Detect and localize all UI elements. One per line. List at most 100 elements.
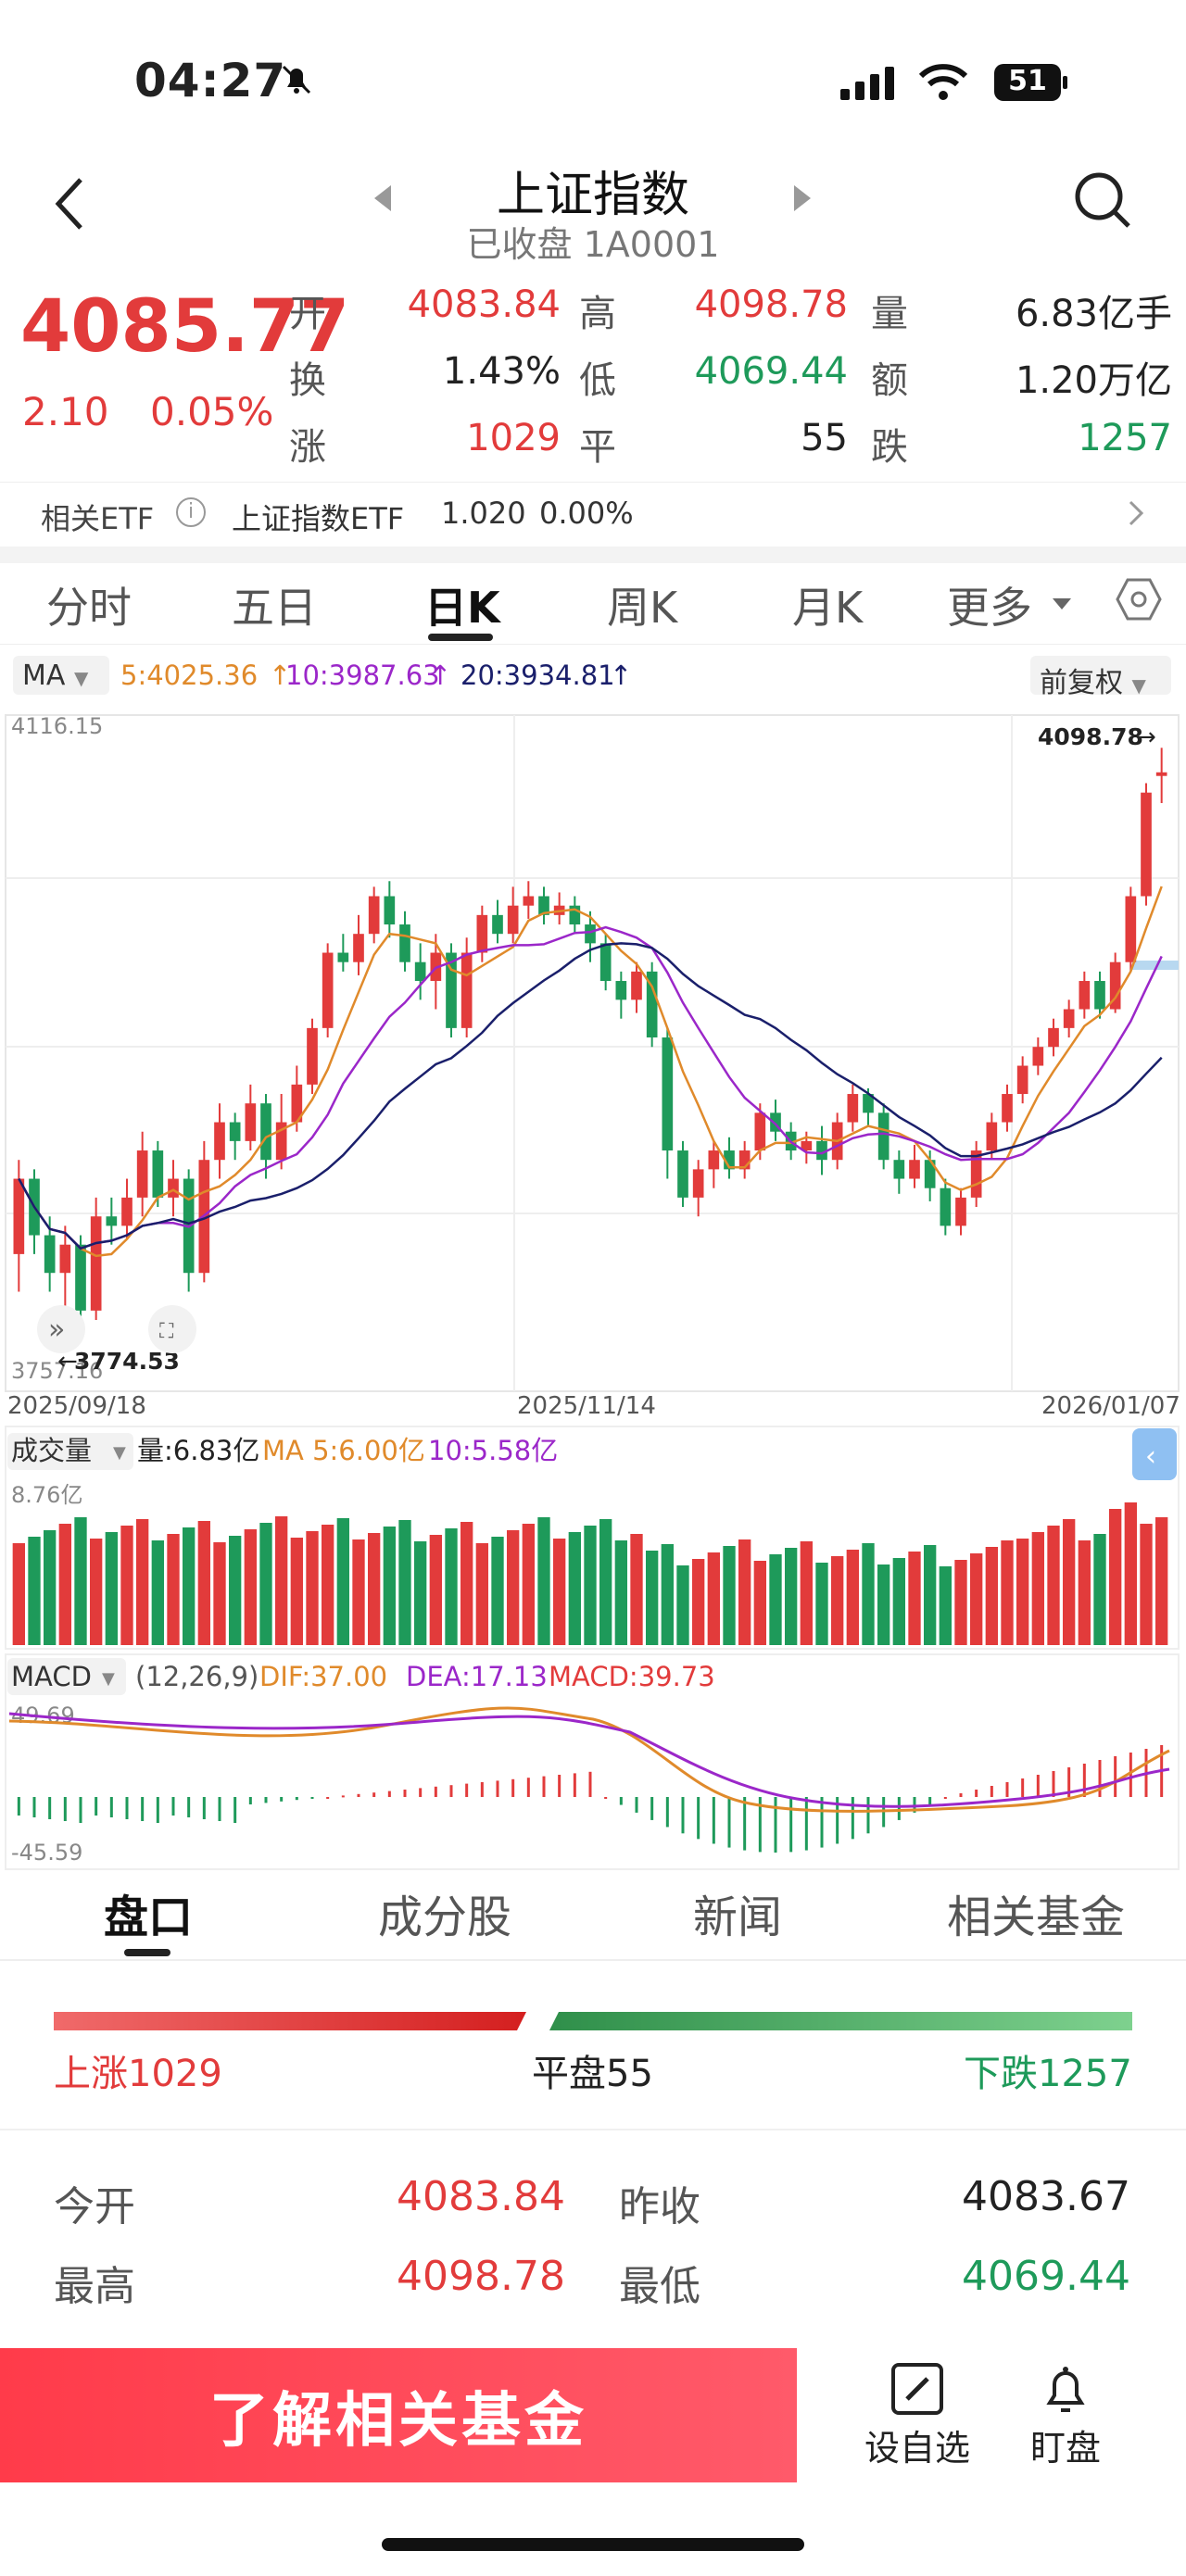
macd-bar	[943, 1797, 947, 1799]
tab-intraday[interactable]: 分时	[46, 583, 132, 633]
ma5-value: 5:4025.36	[120, 660, 259, 691]
tab-daily-k[interactable]: 日K	[424, 583, 500, 633]
macd-bar	[928, 1797, 932, 1805]
volume-value: 6.83亿手	[1015, 293, 1172, 335]
volume-bar	[322, 1525, 334, 1645]
macd-bar	[341, 1795, 345, 1798]
back-icon[interactable]	[51, 176, 88, 235]
volume-bar	[244, 1529, 257, 1645]
volume-bar	[383, 1527, 396, 1645]
candle-body	[13, 1178, 25, 1254]
ma5-line	[18, 886, 1163, 1258]
macd-bars-group	[17, 1745, 1164, 1853]
volume-label: 成交量	[11, 1435, 92, 1466]
learn-funds-button[interactable]: 了解相关基金	[0, 2348, 797, 2482]
tab-divider	[0, 644, 1186, 645]
candle-body	[801, 1140, 813, 1151]
macd-bar	[63, 1797, 67, 1821]
candle-body	[44, 1235, 56, 1274]
date-mid: 2025/11/14	[517, 1392, 656, 1420]
volume-bar	[707, 1552, 720, 1645]
candle-body	[106, 1216, 118, 1226]
next-index-icon[interactable]	[792, 183, 814, 217]
status-time: 04:27	[134, 54, 287, 107]
volume-bar	[275, 1516, 288, 1645]
etf-pct: 0.00%	[539, 496, 634, 531]
candle-body	[646, 971, 658, 1038]
prev-index-icon[interactable]	[371, 183, 393, 217]
open-label: 开	[289, 293, 326, 335]
candle-body	[940, 1187, 952, 1226]
volume-bar	[769, 1554, 782, 1645]
watchlist-button[interactable]: 设自选	[852, 2362, 982, 2473]
open-value: 4083.84	[407, 283, 561, 326]
candle-body	[631, 971, 642, 1000]
macd-bar	[712, 1797, 715, 1844]
volume-bar	[1093, 1534, 1106, 1645]
high-marker-label: 4098.78	[1038, 723, 1143, 750]
home-indicator	[382, 2538, 804, 2551]
tab-news[interactable]: 新闻	[693, 1891, 783, 1943]
macd-bar	[141, 1797, 145, 1821]
macd-bar	[1052, 1771, 1055, 1797]
dea-line	[8, 1712, 1170, 1808]
watchlist-label: 设自选	[864, 2428, 970, 2469]
svg-text:▼: ▼	[102, 1669, 115, 1689]
volume-bar	[1109, 1509, 1122, 1645]
expand-left-icon	[37, 1305, 85, 1353]
collapse-panel-button	[1132, 1428, 1177, 1480]
volume-bar	[1031, 1532, 1044, 1645]
tab-constituents[interactable]: 成分股	[378, 1891, 512, 1943]
y-top-label: 4116.15	[11, 713, 103, 739]
double-chevron-icon: »	[48, 1313, 65, 1346]
edit-icon	[891, 2363, 943, 2415]
mute-icon	[278, 61, 315, 98]
tab-five-day[interactable]: 五日	[232, 583, 317, 633]
volume-bar	[445, 1528, 458, 1645]
macd-bar	[496, 1780, 499, 1797]
volume-bar	[1124, 1502, 1137, 1645]
volume-bar	[151, 1540, 164, 1645]
macd-bar	[95, 1797, 98, 1816]
volume-bar	[846, 1550, 859, 1645]
etf-label: 相关ETF	[41, 501, 155, 536]
svg-text:⛶: ⛶	[159, 1320, 174, 1343]
macd-bar	[789, 1797, 793, 1853]
tab-related-funds[interactable]: 相关基金	[947, 1891, 1126, 1943]
ma20-value: 20:3934.81	[461, 660, 615, 691]
tab-more[interactable]: 更多	[947, 583, 1032, 633]
search-icon[interactable]	[1073, 170, 1134, 235]
macd-bar	[542, 1776, 546, 1797]
volume-bar	[738, 1539, 751, 1645]
tab-quote-detail[interactable]: 盘口	[104, 1891, 194, 1943]
etf-row[interactable]: 相关ETF i 上证指数ETF 1.020 0.00%	[0, 482, 1186, 547]
adjust-type: 前复权	[1040, 667, 1123, 699]
tab-monthly-k[interactable]: 月K	[792, 583, 864, 633]
kline-chart[interactable]: 4116.15 3757.16 4098.78 → 3774.53 ← » ⛶ …	[0, 704, 1186, 1871]
info-icon[interactable]: i	[176, 497, 206, 527]
etf-price: 1.020	[441, 496, 526, 531]
indicator-select[interactable]: MA ▼	[13, 656, 109, 695]
tab-weekly-k[interactable]: 周K	[607, 583, 678, 633]
macd-bar	[480, 1782, 484, 1797]
volume-bar	[785, 1548, 798, 1645]
day-low-value: 4069.44	[962, 2253, 1130, 2300]
macd-bar	[171, 1797, 175, 1816]
chevron-right-icon	[1127, 499, 1145, 531]
volume-bar	[970, 1553, 983, 1645]
macd-bar	[511, 1778, 515, 1797]
volume-bar	[862, 1543, 875, 1645]
candle-body	[538, 896, 549, 915]
adjust-select[interactable]: 前复权 ▼	[1030, 656, 1171, 699]
macd-bar	[1005, 1782, 1009, 1797]
candle-body	[1063, 1009, 1075, 1028]
volume-bar	[352, 1539, 365, 1645]
settings-hex-icon[interactable]	[1116, 576, 1162, 626]
today-open-label: 今开	[54, 2183, 135, 2230]
flat-count-value: 55	[801, 417, 848, 459]
candle-body	[1048, 1027, 1059, 1048]
monitor-button[interactable]: 盯盘	[1010, 2362, 1121, 2473]
macd-bar	[635, 1797, 638, 1813]
candle-body	[1016, 1065, 1028, 1095]
volume-bar	[661, 1544, 674, 1645]
